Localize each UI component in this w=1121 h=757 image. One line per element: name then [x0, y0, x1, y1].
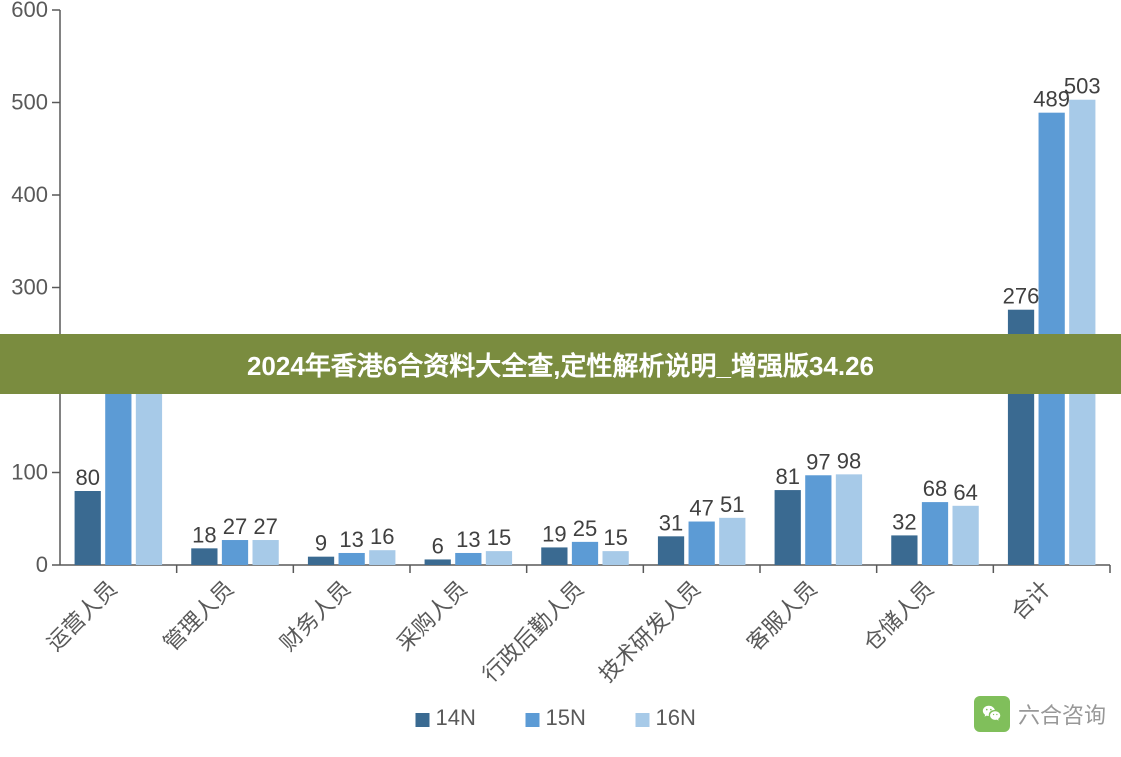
- legend-label: 14N: [436, 705, 476, 730]
- category-label: 行政后勤人员: [478, 576, 589, 687]
- bar-value-label: 18: [192, 522, 216, 547]
- bar: [775, 490, 801, 565]
- bar-value-label: 25: [573, 516, 597, 541]
- bar-value-label: 27: [223, 514, 247, 539]
- bar: [805, 475, 831, 565]
- bar: [75, 491, 101, 565]
- legend-swatch: [526, 713, 540, 727]
- bar: [222, 540, 248, 565]
- bar: [1069, 100, 1095, 565]
- legend-label: 15N: [546, 705, 586, 730]
- bar-value-label: 47: [689, 496, 713, 521]
- bar-value-label: 15: [487, 525, 511, 550]
- overlay-banner-text: 2024年香港6合资料大全查,定性解析说明_增强版34.26: [247, 346, 874, 383]
- bar: [719, 518, 745, 565]
- legend-swatch: [416, 713, 430, 727]
- bar-value-label: 31: [659, 510, 683, 535]
- overlay-banner: 2024年香港6合资料大全查,定性解析说明_增强版34.26: [0, 334, 1121, 394]
- y-tick-label: 100: [11, 460, 48, 485]
- legend-swatch: [636, 713, 650, 727]
- category-label: 技术研发人员: [594, 576, 705, 687]
- y-tick-label: 400: [11, 182, 48, 207]
- y-tick-label: 300: [11, 275, 48, 300]
- bar-value-label: 27: [253, 514, 277, 539]
- category-label: 财务人员: [275, 576, 355, 656]
- watermark-text: 六合咨询: [1018, 698, 1106, 730]
- bar-value-label: 9: [315, 531, 327, 556]
- category-label: 管理人员: [159, 576, 239, 656]
- legend-label: 16N: [656, 705, 696, 730]
- bar-value-label: 13: [456, 527, 480, 552]
- bar-value-label: 98: [837, 448, 861, 473]
- bar: [658, 536, 684, 565]
- bar: [541, 547, 567, 565]
- bar: [136, 364, 162, 565]
- y-tick-label: 500: [11, 90, 48, 115]
- bar: [603, 551, 629, 565]
- bar-value-label: 13: [339, 527, 363, 552]
- bar: [891, 535, 917, 565]
- bar: [425, 559, 451, 565]
- watermark: 六合咨询: [974, 696, 1106, 732]
- bar: [369, 550, 395, 565]
- category-label: 客服人员: [742, 576, 822, 656]
- y-tick-label: 600: [11, 0, 48, 22]
- y-tick-label: 0: [36, 552, 48, 577]
- category-label: 仓储人员: [859, 576, 939, 656]
- bar-value-label: 64: [953, 480, 977, 505]
- bar: [253, 540, 279, 565]
- bar-value-label: 19: [542, 521, 566, 546]
- bar-value-label: 276: [1003, 284, 1040, 309]
- bar-value-label: 97: [806, 449, 830, 474]
- bar-value-label: 81: [775, 464, 799, 489]
- bar: [308, 557, 334, 565]
- bar: [486, 551, 512, 565]
- bar-value-label: 32: [892, 509, 916, 534]
- wechat-icon: [974, 696, 1010, 732]
- category-label: 运营人员: [42, 576, 122, 656]
- bar-value-label: 6: [432, 533, 444, 558]
- bar-value-label: 503: [1064, 74, 1101, 99]
- category-label: 合计: [1006, 576, 1055, 625]
- bar-value-label: 51: [720, 492, 744, 517]
- bar-value-label: 80: [75, 465, 99, 490]
- bar: [191, 548, 217, 565]
- bar: [922, 502, 948, 565]
- bar: [689, 522, 715, 565]
- category-label: 采购人员: [392, 576, 472, 656]
- bar: [953, 506, 979, 565]
- bar: [339, 553, 365, 565]
- bar-value-label: 15: [603, 525, 627, 550]
- bar-value-label: 16: [370, 524, 394, 549]
- bar: [836, 474, 862, 565]
- bar: [572, 542, 598, 565]
- bar: [455, 553, 481, 565]
- bar: [105, 381, 131, 565]
- bar-value-label: 68: [923, 476, 947, 501]
